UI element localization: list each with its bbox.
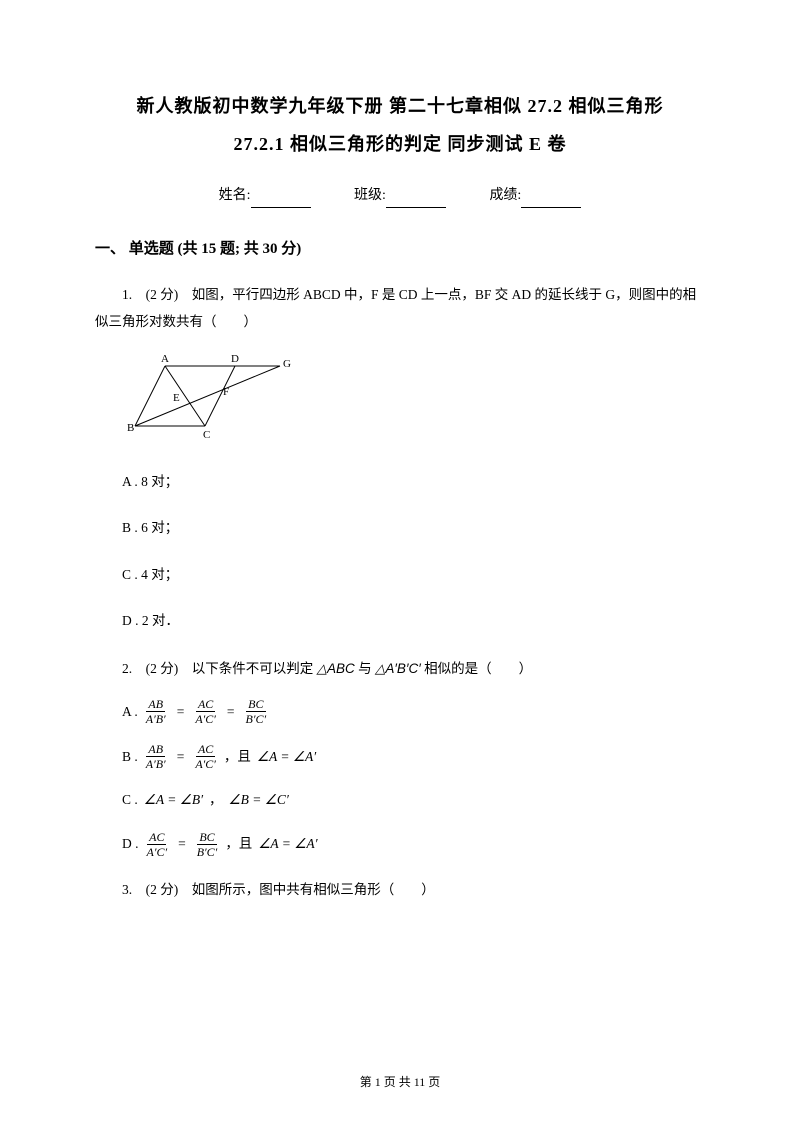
q1-stem: 1. (2 分) 如图，平行四边形 ABCD 中，F 是 CD 上一点，BF 交…: [95, 281, 705, 335]
page-footer: 第 1 页 共 11 页: [0, 1072, 800, 1094]
label-G: G: [283, 358, 291, 370]
label-F: F: [223, 386, 229, 398]
q1-opt-d: D . 2 对．: [122, 609, 705, 633]
q2-opt-c: C . ∠A = ∠B′ ， ∠B = ∠C′: [122, 788, 705, 812]
q1-opt-b: B . 6 对；: [122, 516, 705, 540]
q1-opt-c: C . 4 对；: [122, 563, 705, 587]
q2-opt-a: A . ABA′B′ = ACA′C′ = BCB′C′: [122, 698, 705, 725]
class-label: 班级:: [354, 188, 386, 203]
q1-opt-a: A . 8 对；: [122, 470, 705, 494]
label-A: A: [161, 353, 169, 365]
section-heading: 一、 单选题 (共 15 题; 共 30 分): [95, 236, 705, 263]
q1-figure: A D G B C E F: [125, 351, 705, 450]
label-C: C: [203, 429, 210, 441]
title-line-2: 27.2.1 相似三角形的判定 同步测试 E 卷: [95, 128, 705, 160]
score-label: 成绩:: [489, 188, 521, 203]
q2-opt-b: B . ABA′B′ = ACA′C′ ，且 ∠A = ∠A′: [122, 743, 705, 770]
score-blank: [521, 194, 581, 208]
title-line-1: 新人教版初中数学九年级下册 第二十七章相似 27.2 相似三角形: [95, 90, 705, 122]
q2-stem: 2. (2 分) 以下条件不可以判定 △ABC 与 △A′B′C′ 相似的是（ …: [95, 655, 705, 682]
class-blank: [386, 194, 446, 208]
name-label: 姓名:: [219, 188, 251, 203]
label-B: B: [127, 422, 134, 434]
info-row: 姓名: 班级: 成绩:: [95, 183, 705, 208]
name-blank: [251, 194, 311, 208]
label-E: E: [173, 392, 180, 404]
q3-stem: 3. (2 分) 如图所示，图中共有相似三角形（ ）: [95, 876, 705, 903]
label-D: D: [231, 353, 239, 365]
q2-opt-d: D . ACA′C′ = BCB′C′ ，且 ∠A = ∠A′: [122, 831, 705, 858]
